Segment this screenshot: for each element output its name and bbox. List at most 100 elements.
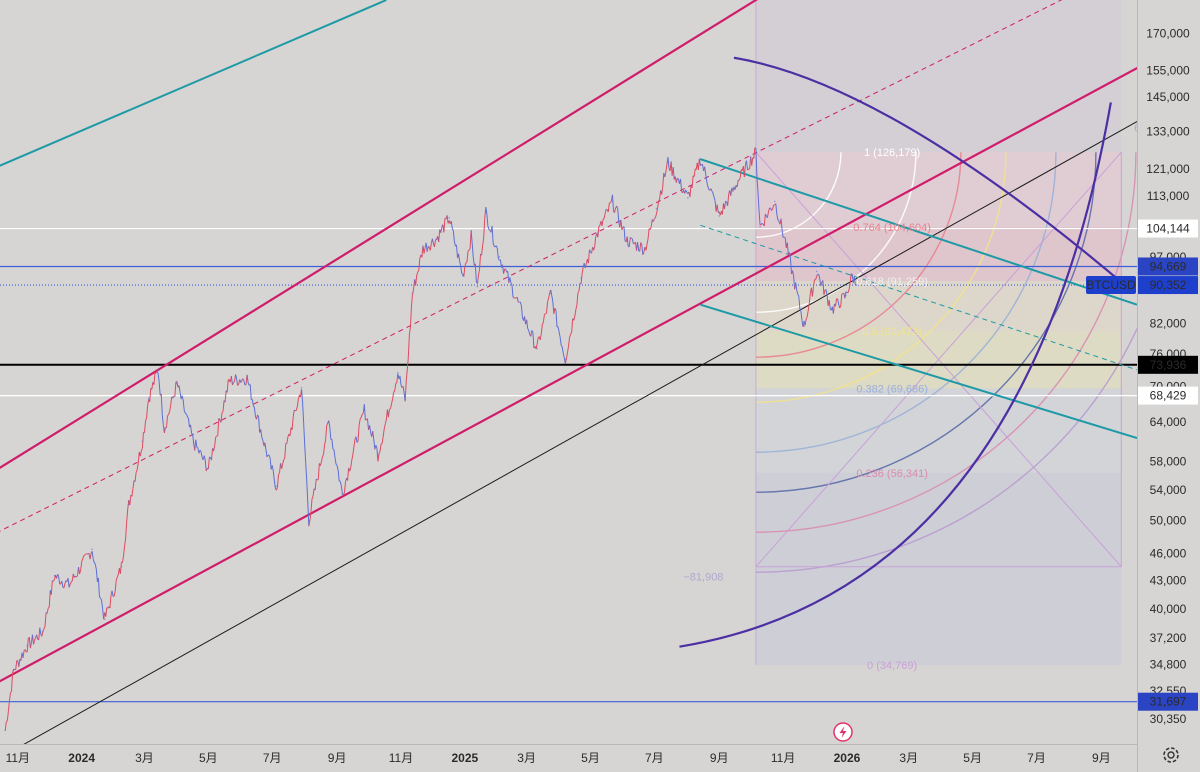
price-segment [751,157,754,166]
price-label-box[interactable] [1138,219,1198,238]
time-axis-tick[interactable]: 9月 [1092,751,1111,765]
price-segment [743,164,746,178]
price-axis-tick[interactable]: 50,000 [1150,513,1187,527]
time-axis-tick[interactable]: 9月 [328,751,347,765]
price-segment [532,332,535,349]
purple-arc-upper[interactable] [733,56,1128,288]
price-label-box[interactable] [1138,276,1198,295]
lightning-icon[interactable] [833,722,853,742]
price-segment [693,168,696,177]
price-axis-tick[interactable]: 58,000 [1150,454,1187,468]
time-axis-tick[interactable]: 5月 [581,751,600,765]
desc-channel-upper[interactable] [700,158,1137,306]
time-axis-tick[interactable]: 9月 [710,751,729,765]
price-axis-tick[interactable]: 54,000 [1150,483,1187,497]
time-axis-tick[interactable]: 2025 [451,751,478,765]
price-segment [266,454,269,458]
price-segment [265,449,268,458]
time-axis-tick[interactable]: 5月 [199,751,218,765]
channel-lower-line[interactable] [0,57,1157,692]
price-segment [43,626,46,630]
price-segment [463,266,466,277]
symbol-tag-box[interactable] [1086,276,1136,295]
teal-trendline-top[interactable] [0,0,387,174]
time-axis-tick[interactable]: 2026 [834,751,861,765]
price-axis-tick[interactable]: 133,000 [1146,124,1190,138]
price-label-box[interactable] [1138,257,1198,276]
time-axis[interactable]: 11月 2024 3月 5月 7月 9月 11月 2025 3月 5月 7月 9月 11月 2026 3月 5… [6,751,1111,765]
price-axis-tick[interactable]: 121,000 [1146,162,1190,176]
price-segment [838,303,841,309]
price-segment [458,253,461,262]
price-segment [11,672,14,692]
time-axis-tick[interactable]: 3月 [899,751,918,765]
price-segment [292,409,295,418]
channel-upper-line[interactable] [0,0,1157,480]
price-segment [780,218,783,230]
time-axis-tick[interactable]: 7月 [263,751,282,765]
price-axis-tick[interactable]: 37,200 [1150,631,1187,645]
time-axis-tick[interactable]: 11月 [389,751,413,765]
price-axis-tick[interactable]: 155,000 [1146,63,1190,77]
time-axis-tick[interactable]: 3月 [135,751,154,765]
time-axis-tick[interactable]: 11月 [771,751,795,765]
price-axis-tick[interactable]: 64,000 [1150,415,1187,429]
price-label-text: 31,697 [1150,695,1187,709]
desc-channel-mid[interactable] [700,224,1137,371]
price-segment [278,472,280,476]
price-axis-tick[interactable]: 170,000 [1146,27,1190,41]
price-segment [512,296,515,299]
price-point [404,398,406,401]
price-point [845,294,847,297]
price-axis-tick[interactable]: 34,800 [1150,658,1187,672]
time-axis-tick[interactable]: 5月 [963,751,982,765]
price-segment [839,306,842,309]
price-axis-tick[interactable]: 30,350 [1150,712,1187,726]
price-axis-tick[interactable]: 46,000 [1150,547,1187,561]
price-segment [151,382,154,390]
price-segment [191,433,193,435]
price-segment [324,439,327,446]
price-segment [244,384,247,386]
price-axis-tick[interactable]: 82,000 [1150,317,1187,331]
time-axis-tick[interactable]: 7月 [645,751,664,765]
price-segment [160,393,163,415]
price-axis-tick[interactable]: 43,000 [1150,573,1187,587]
price-point [498,256,501,258]
purple-arc-lower[interactable] [679,102,1112,648]
price-axis-tick[interactable]: 40,000 [1150,602,1187,616]
price-label-box[interactable] [1138,386,1198,405]
price-segment [269,457,272,470]
price-point [831,308,834,311]
price-axis[interactable]: 170,000 155,000 145,000 133,000 121,000 113,0… [1146,27,1190,726]
price-segment [459,261,462,266]
price-segment [93,562,96,565]
price-segment [727,194,730,206]
price-segment [329,427,332,440]
price-point [411,292,414,295]
time-axis-tick[interactable]: 7月 [1027,751,1046,765]
black-trendline[interactable] [0,110,1157,769]
price-segment [736,180,739,188]
price-axis-tick[interactable]: 145,000 [1146,90,1190,104]
time-axis-tick[interactable]: 2024 [68,751,95,765]
settings-gear-icon[interactable] [1160,744,1182,766]
price-segment [597,226,600,238]
price-axis-tick[interactable]: 113,000 [1147,189,1190,203]
fib-zone-band [755,472,1122,665]
price-label-box[interactable] [1138,692,1198,711]
price-segment [756,176,759,193]
fib-level-label: 0.382 (69,686) [856,383,928,395]
price-segment [342,492,345,496]
price-label-box[interactable] [1138,355,1198,374]
price-segment [453,241,456,247]
price-segment [616,205,619,209]
price-segment [176,381,179,388]
time-axis-tick[interactable]: 3月 [517,751,536,765]
desc-channel-lower[interactable] [700,303,1137,440]
channel-mid-line[interactable] [0,0,1157,541]
price-segment [204,459,207,471]
price-segment [334,457,337,465]
time-axis-tick[interactable]: 11月 [6,751,30,765]
